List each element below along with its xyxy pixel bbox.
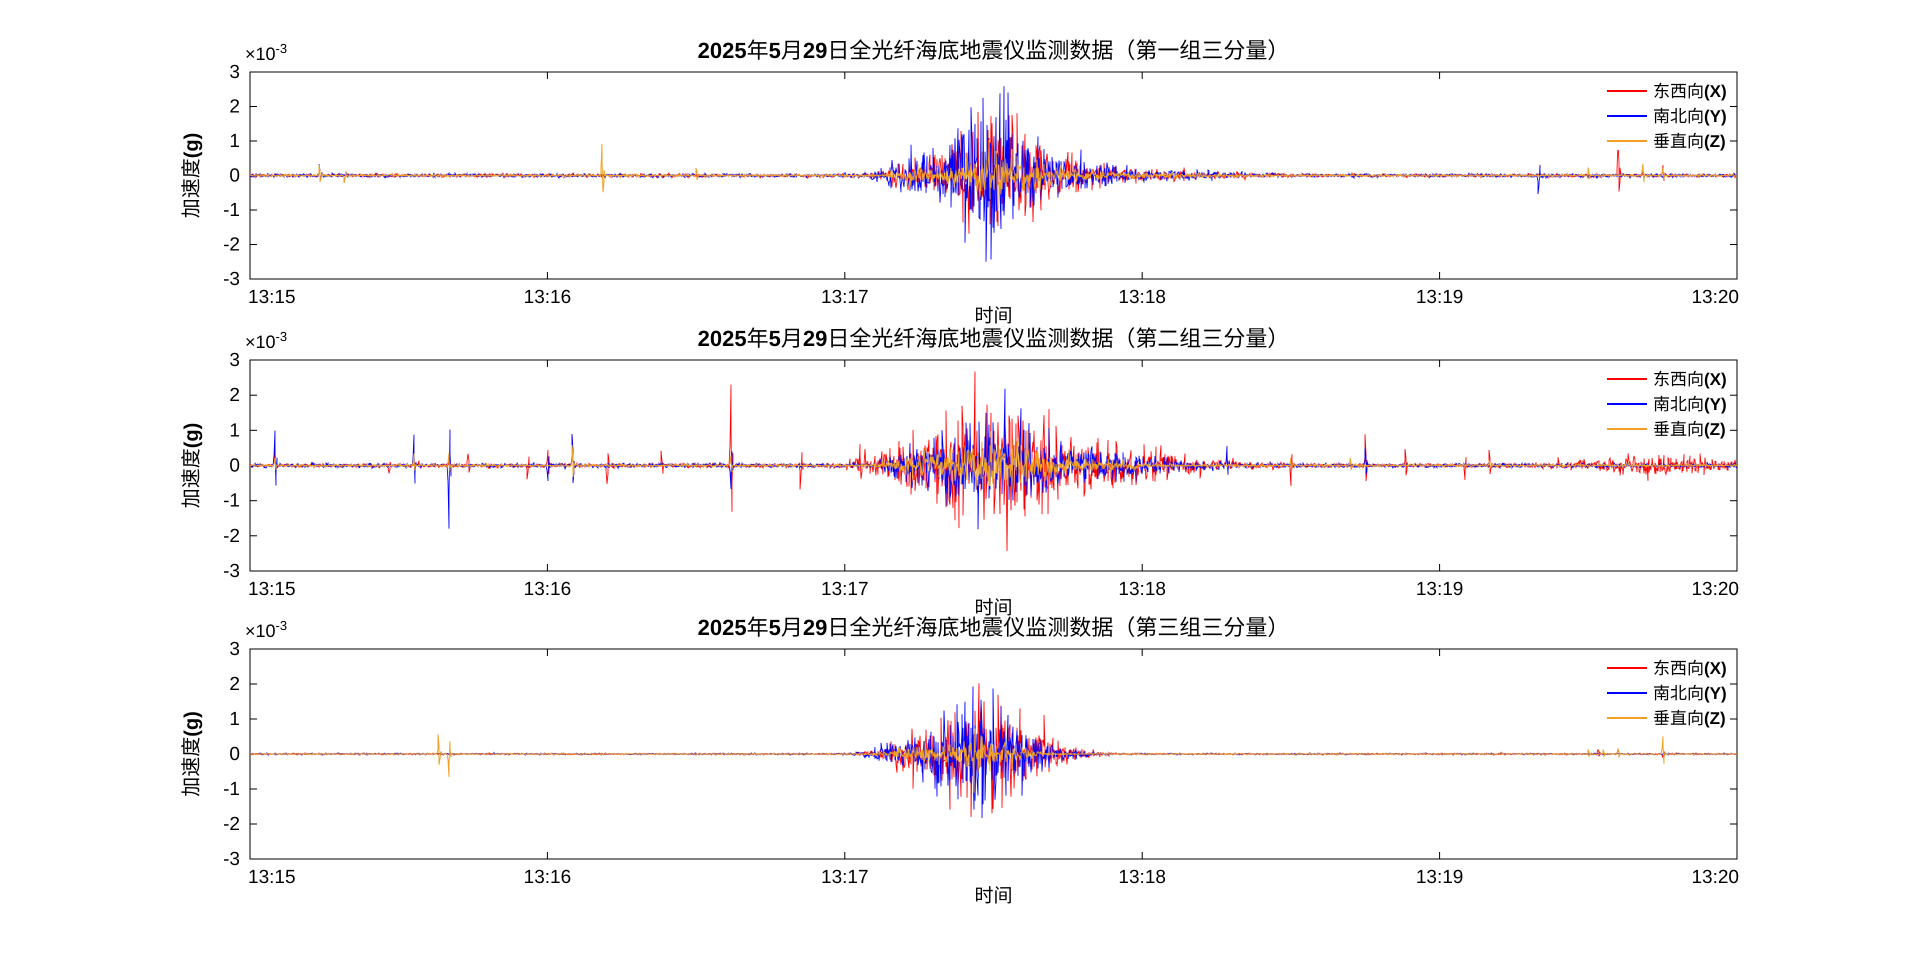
svg-text:垂直向(Z): 垂直向(Z) (1653, 709, 1726, 728)
svg-text:0: 0 (229, 744, 240, 765)
svg-text:东西向(X): 东西向(X) (1653, 370, 1727, 389)
svg-text:3: 3 (229, 350, 240, 371)
svg-text:13:17: 13:17 (821, 579, 869, 600)
svg-text:13:15: 13:15 (248, 579, 296, 600)
svg-text:13:17: 13:17 (821, 287, 869, 308)
svg-text:垂直向(Z): 垂直向(Z) (1653, 132, 1726, 151)
svg-text:2: 2 (229, 97, 240, 118)
svg-text:1: 1 (229, 420, 240, 441)
svg-text:2: 2 (229, 385, 240, 406)
svg-text:东西向(X): 东西向(X) (1653, 659, 1727, 678)
svg-text:13:19: 13:19 (1416, 287, 1464, 308)
svg-text:时间: 时间 (974, 306, 1012, 327)
svg-text:南北向(Y): 南北向(Y) (1653, 107, 1727, 126)
svg-text:3: 3 (229, 62, 240, 83)
svg-text:13:16: 13:16 (524, 867, 572, 888)
svg-text:加速度(g): 加速度(g) (181, 423, 203, 509)
svg-text:时间: 时间 (974, 886, 1012, 907)
svg-text:13:17: 13:17 (821, 867, 869, 888)
svg-text:2025年5月29日全光纤海底地震仪监测数据（第二组三分量）: 2025年5月29日全光纤海底地震仪监测数据（第二组三分量） (698, 326, 1290, 351)
svg-text:13:18: 13:18 (1118, 867, 1166, 888)
svg-text:2025年5月29日全光纤海底地震仪监测数据（第三组三分量）: 2025年5月29日全光纤海底地震仪监测数据（第三组三分量） (698, 615, 1290, 640)
svg-text:13:19: 13:19 (1416, 579, 1464, 600)
svg-text:0: 0 (229, 166, 240, 187)
svg-text:13:16: 13:16 (524, 579, 572, 600)
svg-text:加速度(g): 加速度(g) (181, 133, 203, 219)
svg-text:加速度(g): 加速度(g) (181, 711, 203, 797)
svg-text:-1: -1 (223, 779, 240, 800)
svg-text:13:18: 13:18 (1118, 579, 1166, 600)
svg-text:-2: -2 (223, 526, 240, 547)
svg-text:2025年5月29日全光纤海底地震仪监测数据（第一组三分量）: 2025年5月29日全光纤海底地震仪监测数据（第一组三分量） (698, 38, 1290, 63)
svg-text:南北向(Y): 南北向(Y) (1653, 684, 1727, 703)
svg-text:13:19: 13:19 (1416, 867, 1464, 888)
svg-text:-2: -2 (223, 814, 240, 835)
svg-text:2: 2 (229, 674, 240, 695)
svg-text:1: 1 (229, 709, 240, 730)
svg-text:-1: -1 (223, 491, 240, 512)
svg-text:1: 1 (229, 131, 240, 152)
svg-text:垂直向(Z): 垂直向(Z) (1653, 420, 1726, 439)
svg-text:0: 0 (229, 456, 240, 477)
svg-text:-3: -3 (223, 269, 240, 290)
svg-text:-3: -3 (223, 849, 240, 870)
svg-text:-2: -2 (223, 235, 240, 256)
svg-text:13:16: 13:16 (524, 287, 572, 308)
svg-text:-1: -1 (223, 200, 240, 221)
svg-text:13:18: 13:18 (1118, 287, 1166, 308)
svg-text:13:20: 13:20 (1691, 867, 1739, 888)
svg-text:13:15: 13:15 (248, 287, 296, 308)
svg-text:东西向(X): 东西向(X) (1653, 82, 1727, 101)
svg-text:13:15: 13:15 (248, 867, 296, 888)
svg-text:南北向(Y): 南北向(Y) (1653, 395, 1727, 414)
svg-text:-3: -3 (223, 561, 240, 582)
svg-text:13:20: 13:20 (1691, 579, 1739, 600)
svg-text:13:20: 13:20 (1691, 287, 1739, 308)
svg-text:3: 3 (229, 639, 240, 660)
